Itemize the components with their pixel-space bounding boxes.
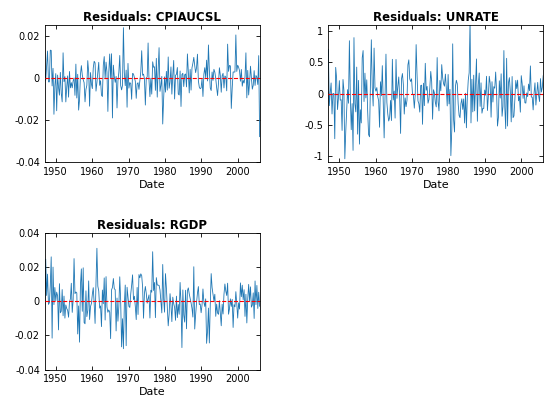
- X-axis label: Date: Date: [139, 387, 166, 397]
- Title: Residuals: RGDP: Residuals: RGDP: [97, 219, 207, 232]
- Title: Residuals: CPIAUCSL: Residuals: CPIAUCSL: [83, 11, 221, 24]
- X-axis label: Date: Date: [139, 179, 166, 189]
- X-axis label: Date: Date: [422, 179, 449, 189]
- Title: Residuals: UNRATE: Residuals: UNRATE: [373, 11, 499, 24]
